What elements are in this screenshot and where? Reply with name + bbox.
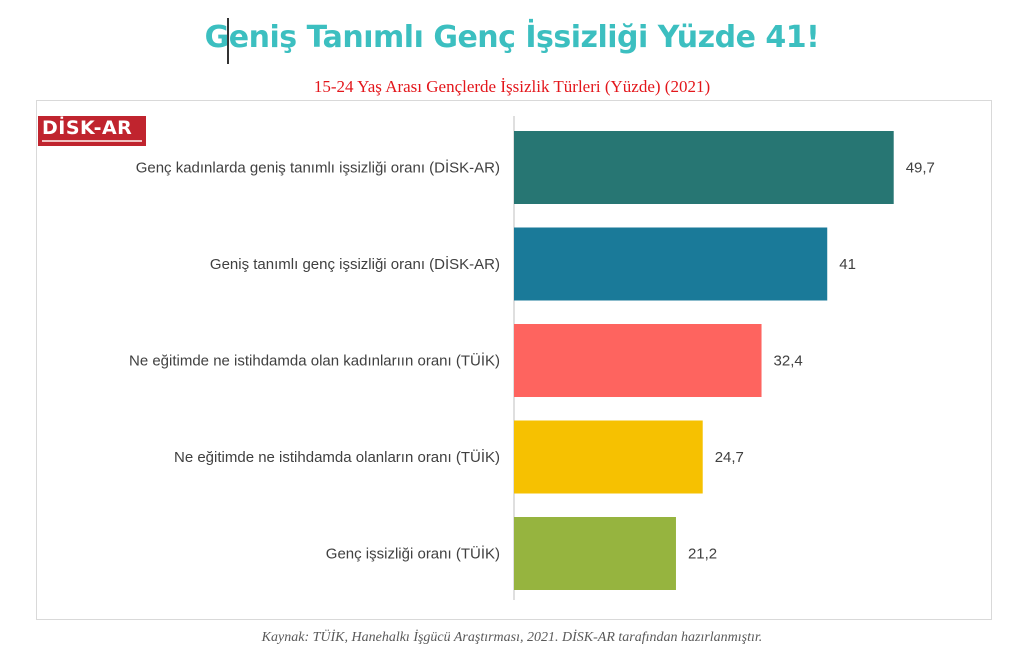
bar — [514, 324, 762, 397]
data-label: 41 — [839, 256, 856, 273]
category-label: Ne eğitimde ne istihdamda olan kadınları… — [129, 352, 500, 370]
bar — [514, 227, 828, 301]
disk-ar-logo: DİSK-AR — [38, 116, 146, 146]
logo-text: DİSK-AR — [42, 117, 133, 139]
category-label: Genç kadınlarda geniş tanımlı işsizliği … — [136, 159, 500, 177]
data-label: 32,4 — [774, 353, 803, 370]
category-label: Ne eğitimde ne istihdamda olanların oran… — [174, 448, 500, 466]
data-label: 49,7 — [906, 160, 935, 177]
bar — [514, 131, 894, 204]
logo-stripe — [42, 140, 142, 142]
category-label: Genç işsizliği oranı (TÜİK) — [326, 545, 500, 563]
data-label: 24,7 — [715, 449, 744, 466]
data-label: 21,2 — [688, 546, 717, 563]
page-title: Geniş Tanımlı Genç İşsizliği Yüzde 41! — [204, 20, 820, 55]
category-label: Geniş tanımlı genç işsizliği oranı (DİSK… — [210, 255, 500, 273]
bar — [514, 420, 703, 494]
chart-subtitle: 15-24 Yaş Arası Gençlerde İşsizlik Türle… — [313, 77, 711, 96]
text-cursor — [227, 18, 229, 64]
bar — [514, 517, 676, 590]
source-footer: Kaynak: TÜİK, Hanehalkı İşgücü Araştırma… — [261, 630, 763, 645]
